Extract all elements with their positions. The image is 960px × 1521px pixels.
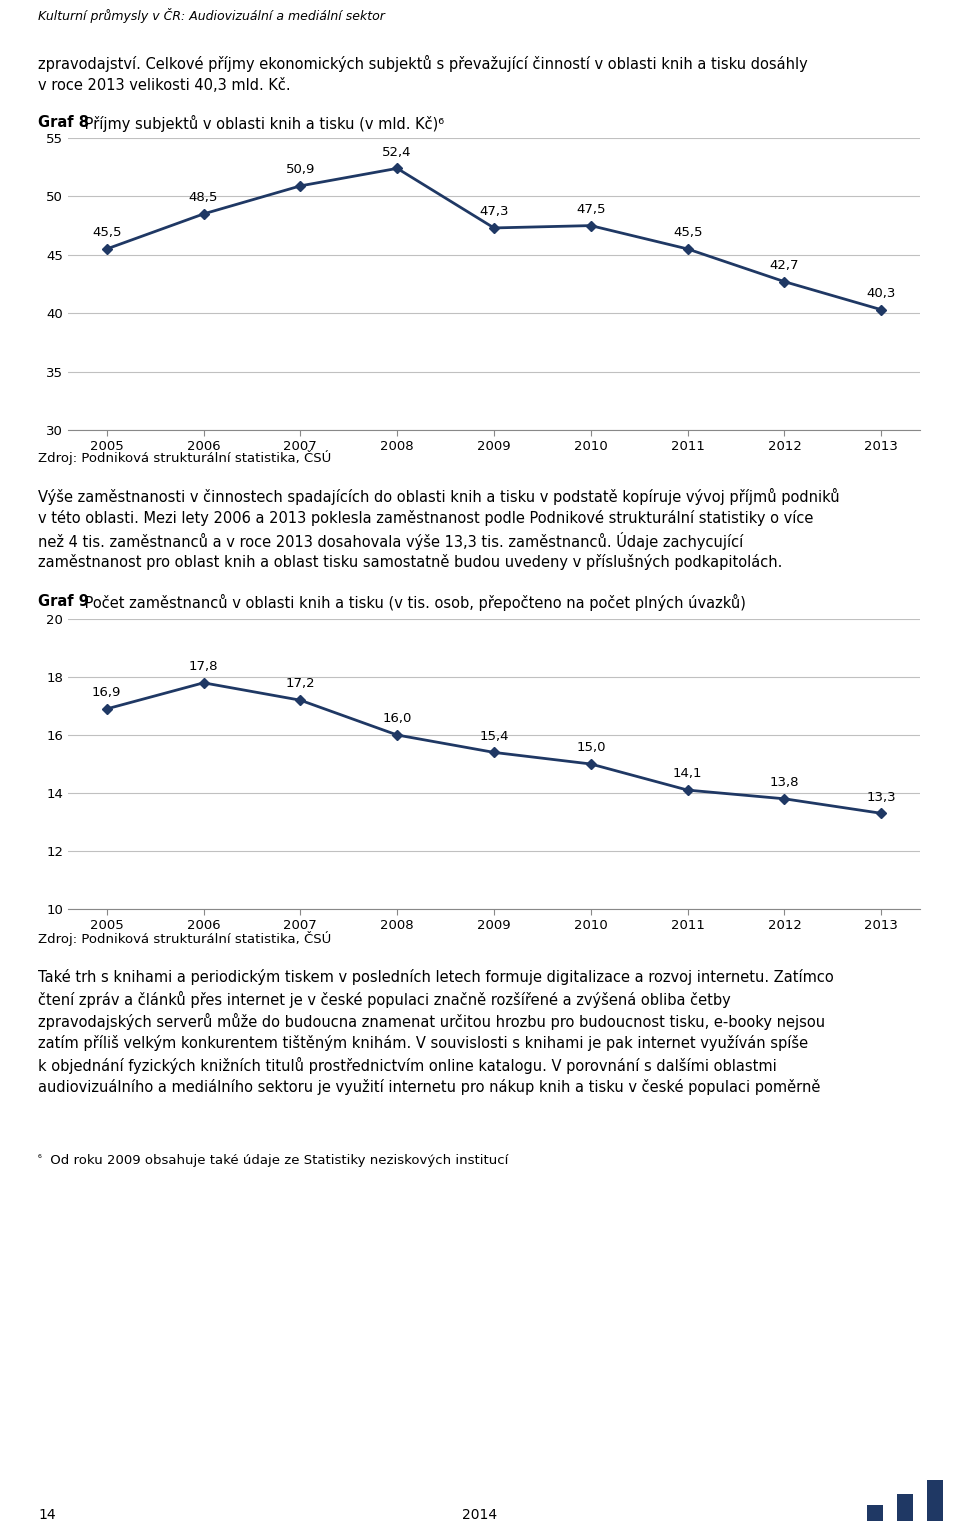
Bar: [926, 1480, 943, 1521]
Text: 48,5: 48,5: [189, 192, 218, 204]
Text: Počet zaměstnanců v oblasti knih a tisku (v tis. osob, přepočteno na počet plnýc: Počet zaměstnanců v oblasti knih a tisku…: [80, 595, 746, 611]
Text: zaměstnanost pro oblast knih a oblast tisku samostatně budou uvedeny v příslušný: zaměstnanost pro oblast knih a oblast ti…: [38, 554, 782, 570]
Text: 47,5: 47,5: [576, 202, 606, 216]
Text: 42,7: 42,7: [770, 259, 800, 272]
Text: 13,3: 13,3: [867, 791, 896, 803]
Text: 14,1: 14,1: [673, 768, 703, 780]
Text: 40,3: 40,3: [867, 287, 896, 300]
Text: ⁶: ⁶: [38, 1154, 42, 1164]
Text: 16,9: 16,9: [92, 686, 121, 700]
Text: 52,4: 52,4: [382, 146, 412, 158]
Text: 47,3: 47,3: [479, 205, 509, 218]
Text: 17,2: 17,2: [285, 677, 315, 691]
Text: 45,5: 45,5: [92, 227, 122, 239]
Text: 45,5: 45,5: [673, 227, 703, 239]
Text: zpravodajských serverů může do budoucna znamenat určitou hrozbu pro budoucnost t: zpravodajských serverů může do budoucna …: [38, 1013, 826, 1030]
Text: Příjmy subjektů v oblasti knih a tisku (v mld. Kč)⁶: Příjmy subjektů v oblasti knih a tisku (…: [80, 116, 444, 132]
Text: Graf 9: Graf 9: [38, 595, 89, 608]
Text: Zdroj: Podniková strukturální statistika, ČSÚ: Zdroj: Podniková strukturální statistika…: [38, 450, 331, 465]
Text: v této oblasti. Mezi lety 2006 a 2013 poklesla zaměstnanost podle Podnikové stru: v této oblasti. Mezi lety 2006 a 2013 po…: [38, 510, 813, 526]
Text: zatím příliš velkým konkurentem tištěným knihám. V souvislosti s knihami je pak : zatím příliš velkým konkurentem tištěným…: [38, 1034, 808, 1051]
Text: 2014: 2014: [463, 1507, 497, 1521]
Text: v roce 2013 velikosti 40,3 mld. Kč.: v roce 2013 velikosti 40,3 mld. Kč.: [38, 78, 291, 93]
Text: Také trh s knihami a periodickým tiskem v posledních letech formuje digitalizace: Také trh s knihami a periodickým tiskem …: [38, 969, 833, 986]
Text: 14: 14: [38, 1507, 56, 1521]
Text: Graf 8: Graf 8: [38, 116, 89, 129]
Text: zpravodajství. Celkové příjmy ekonomických subjektů s převažující činností v obl: zpravodajství. Celkové příjmy ekonomický…: [38, 55, 807, 71]
Text: Kulturní průmysly v ČR: Audiovizuální a mediální sektor: Kulturní průmysly v ČR: Audiovizuální a …: [38, 8, 385, 23]
Text: než 4 tis. zaměstnanců a v roce 2013 dosahovala výše 13,3 tis. zaměstnanců. Údaj: než 4 tis. zaměstnanců a v roce 2013 dos…: [38, 532, 743, 551]
Text: čtení zpráv a článků přes internet je v české populaci značně rozšířené a zvýšen: čtení zpráv a článků přes internet je v …: [38, 992, 731, 1008]
Text: 50,9: 50,9: [286, 163, 315, 176]
Text: 15,0: 15,0: [576, 741, 606, 754]
Text: audiovizuálního a mediálního sektoru je využití internetu pro nákup knih a tisku: audiovizuálního a mediálního sektoru je …: [38, 1078, 821, 1095]
Bar: [867, 1504, 883, 1521]
Text: 16,0: 16,0: [382, 712, 412, 726]
Text: 15,4: 15,4: [479, 730, 509, 742]
Text: Od roku 2009 obsahuje také údaje ze Statistiky neziskových institucí: Od roku 2009 obsahuje také údaje ze Stat…: [46, 1154, 509, 1167]
Text: Výše zaměstnanosti v činnostech spadajících do oblasti knih a tisku v podstatě k: Výše zaměstnanosti v činnostech spadajíc…: [38, 488, 840, 505]
Text: k objednání fyzických knižních titulů prostřednictvím online katalogu. V porovná: k objednání fyzických knižních titulů pr…: [38, 1057, 777, 1074]
Text: Zdroj: Podniková strukturální statistika, ČSÚ: Zdroj: Podniková strukturální statistika…: [38, 931, 331, 946]
Bar: [897, 1494, 913, 1521]
Text: 13,8: 13,8: [770, 776, 800, 789]
Text: 17,8: 17,8: [189, 660, 218, 674]
